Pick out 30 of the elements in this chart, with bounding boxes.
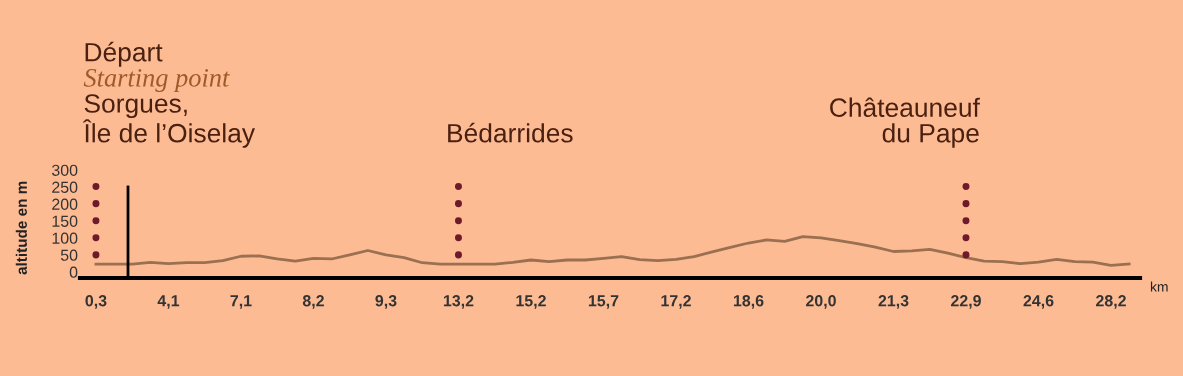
ref-line-label: Bédarrides [448, 122, 573, 143]
text: Départ [85, 41, 163, 67]
y-tick-label: 100 [52, 232, 78, 244]
y-tick-label: 0 [69, 266, 78, 278]
y-tick-label: 300 [51, 164, 78, 176]
x-tick-label: 7,1 [230, 295, 252, 309]
x-tick-label: 20,0 [806, 295, 836, 309]
x-tick-label: 4,1 [157, 295, 180, 309]
x-axis-title: km [1150, 281, 1168, 292]
line-series [94, 235, 1131, 267]
x-tick-label: 0,3 [85, 295, 107, 309]
ref-line-label: Sorgues, Île de l’Oiselay [82, 94, 256, 148]
text: Starting point [83, 69, 230, 93]
y-tick-label: 250 [52, 181, 78, 193]
x-tick-label: 18,6 [733, 295, 764, 309]
x-tick-label: 24,6 [1023, 295, 1054, 309]
x-tick-label: 21,3 [878, 295, 909, 309]
x-tick-label: 13,2 [443, 295, 474, 309]
y-axis-title: altitude en m [15, 181, 27, 275]
y-tick-label: 200 [52, 198, 78, 210]
x-tick-label: 9,3 [375, 295, 397, 309]
y-tick-label: 150 [52, 215, 78, 227]
x-tick-label: 8,2 [302, 295, 324, 309]
x-tick-label: 28,2 [1096, 295, 1126, 309]
x-tick-label: 22,9 [951, 295, 981, 309]
ref-line-label: Châteauneuf du Pape [830, 97, 980, 148]
y-tick-label: 50 [60, 249, 78, 261]
x-tick-label: 15,2 [516, 295, 546, 309]
x-tick-label: 15,7 [588, 295, 619, 309]
x-tick-label: 17,2 [661, 295, 691, 309]
